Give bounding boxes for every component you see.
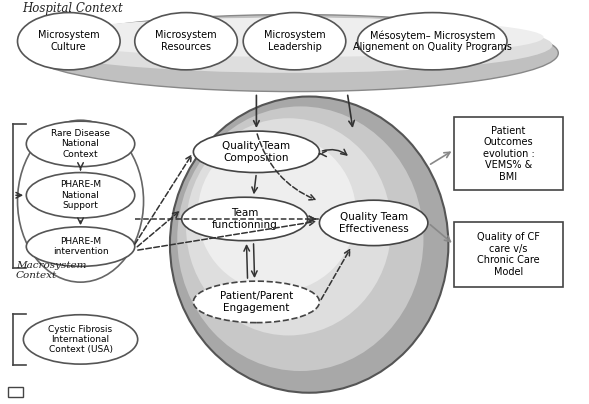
Text: Patient
Outcomes
evolution :
VEMS% &
BMI: Patient Outcomes evolution : VEMS% & BMI xyxy=(482,126,534,182)
Text: Microsystem
Resources: Microsystem Resources xyxy=(155,30,217,52)
Ellipse shape xyxy=(319,200,428,246)
Text: Macrosystem
Context: Macrosystem Context xyxy=(16,261,87,280)
Text: Microsystem
Leadership: Microsystem Leadership xyxy=(264,30,325,52)
FancyBboxPatch shape xyxy=(454,222,562,287)
Ellipse shape xyxy=(27,173,135,218)
Ellipse shape xyxy=(177,106,423,371)
Text: Quality Team
Composition: Quality Team Composition xyxy=(222,141,290,163)
Text: Patient/Parent
Engagement: Patient/Parent Engagement xyxy=(220,291,293,313)
Ellipse shape xyxy=(243,13,346,70)
Text: Mésosytem– Microsystem
Alignement on Quality Programs: Mésosytem– Microsystem Alignement on Qua… xyxy=(353,30,512,52)
Ellipse shape xyxy=(31,15,558,92)
Ellipse shape xyxy=(186,118,391,335)
Text: PHARE-M
National
Support: PHARE-M National Support xyxy=(60,180,101,210)
Ellipse shape xyxy=(18,120,144,282)
Ellipse shape xyxy=(18,13,120,70)
Text: Rare Disease
National
Context: Rare Disease National Context xyxy=(51,129,110,159)
Ellipse shape xyxy=(135,13,237,70)
Text: Microsystem
Culture: Microsystem Culture xyxy=(38,30,100,52)
Text: Quality of CF
care v/s
Chronic Care
Model: Quality of CF care v/s Chronic Care Mode… xyxy=(477,232,540,277)
Ellipse shape xyxy=(24,315,138,364)
Ellipse shape xyxy=(27,227,135,266)
Ellipse shape xyxy=(45,17,544,57)
Ellipse shape xyxy=(170,97,448,393)
Text: Hospital Context: Hospital Context xyxy=(22,2,123,15)
FancyBboxPatch shape xyxy=(8,387,23,397)
Text: Quality Team
Effectiveness: Quality Team Effectiveness xyxy=(339,212,409,234)
Text: PHARE-M
intervention: PHARE-M intervention xyxy=(53,237,108,256)
Text: Cystic Fibrosis
International
Context (USA): Cystic Fibrosis International Context (U… xyxy=(48,324,112,354)
Ellipse shape xyxy=(193,281,319,323)
Ellipse shape xyxy=(198,134,356,292)
Ellipse shape xyxy=(358,13,507,70)
Ellipse shape xyxy=(181,197,307,241)
Ellipse shape xyxy=(27,121,135,166)
Ellipse shape xyxy=(193,131,319,173)
FancyBboxPatch shape xyxy=(454,117,562,190)
Text: Team
functionning: Team functionning xyxy=(212,208,277,230)
Ellipse shape xyxy=(37,17,552,73)
